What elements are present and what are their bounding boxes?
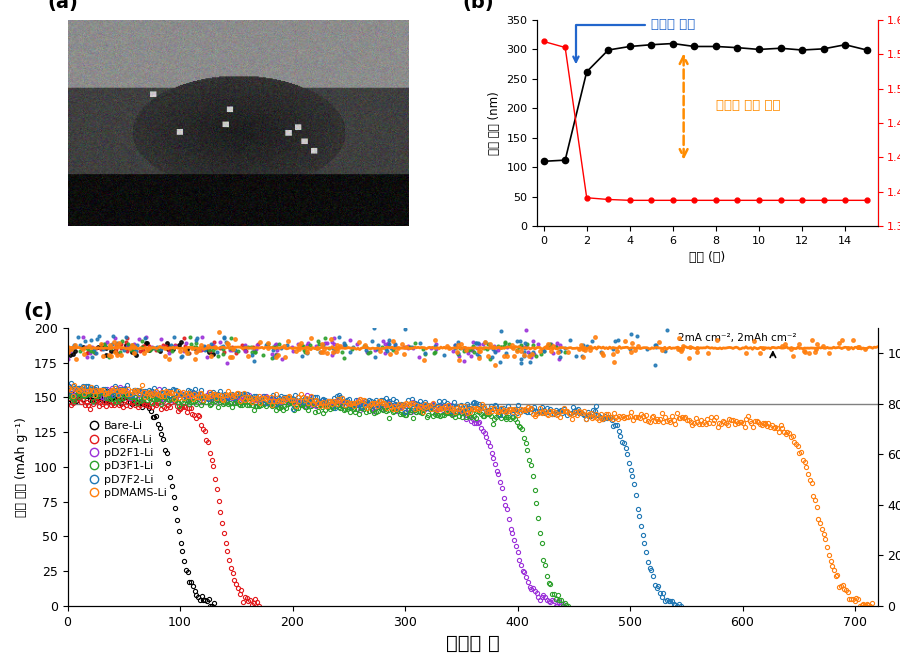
- Text: (c): (c): [22, 302, 52, 321]
- Text: 고분자 박막 팽윤: 고분자 박막 팽윤: [716, 99, 780, 112]
- Text: (a): (a): [47, 0, 78, 12]
- Text: 2mA cm⁻², 2mAh cm⁻²: 2mA cm⁻², 2mAh cm⁻²: [678, 334, 796, 344]
- Text: (b): (b): [463, 0, 494, 12]
- X-axis label: 시간 (분): 시간 (분): [689, 251, 725, 264]
- Legend: Bare-Li, pC6FA-Li, pD2F1-Li, pD3F1-Li, pD7F2-Li, pDMAMS-Li: Bare-Li, pC6FA-Li, pD2F1-Li, pD3F1-Li, p…: [86, 417, 171, 502]
- Y-axis label: 박막 두께 (nm): 박막 두께 (nm): [488, 91, 500, 155]
- Text: 전해질 투입: 전해질 투입: [573, 18, 695, 62]
- Y-axis label: 방전 용량 (mAh g⁻¹): 방전 용량 (mAh g⁻¹): [15, 417, 28, 517]
- X-axis label: 사이클 수: 사이클 수: [446, 634, 500, 653]
